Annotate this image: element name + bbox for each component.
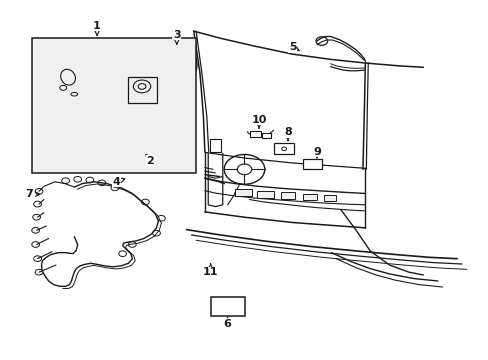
Bar xyxy=(302,194,316,200)
Bar xyxy=(234,189,251,196)
Text: 9: 9 xyxy=(312,147,320,158)
Bar xyxy=(127,77,157,103)
Text: 8: 8 xyxy=(284,127,291,140)
Text: 2: 2 xyxy=(146,154,154,166)
Text: 5: 5 xyxy=(288,42,299,52)
Text: 10: 10 xyxy=(251,115,266,128)
Bar xyxy=(303,159,321,169)
Bar xyxy=(210,297,245,316)
Text: 4: 4 xyxy=(112,177,124,187)
Bar xyxy=(32,38,196,173)
Bar xyxy=(280,192,295,199)
Bar xyxy=(250,131,261,138)
Text: 6: 6 xyxy=(223,318,231,329)
Bar xyxy=(324,195,336,201)
Text: 7: 7 xyxy=(25,189,40,199)
Bar xyxy=(274,143,293,154)
Text: 11: 11 xyxy=(203,264,218,277)
Bar xyxy=(262,132,270,138)
Bar xyxy=(256,191,273,198)
Text: 3: 3 xyxy=(173,30,180,44)
Text: 1: 1 xyxy=(93,21,101,35)
